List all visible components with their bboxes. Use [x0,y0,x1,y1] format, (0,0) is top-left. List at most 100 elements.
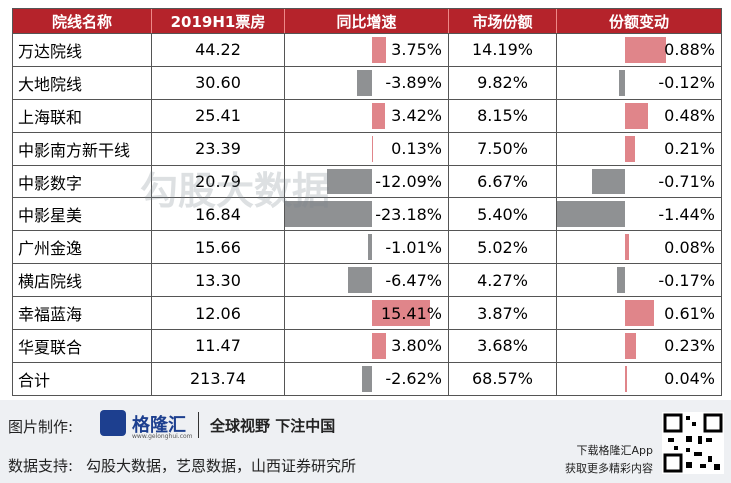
cell-text: 13.30 [195,270,241,290]
table-row: 中影数字 20.79 -12.09% 6.67% -0.71% [13,165,721,199]
cell-text: 0.88% [664,40,715,60]
data-bar [372,300,430,327]
data-bar [625,37,667,63]
table-cell: 大地院线 [13,67,151,99]
table-cell: 3.42% [284,99,448,132]
table-cell: 9.82% [448,66,556,99]
cell-text: 6.67% [477,172,528,191]
table: 院线名称 2019H1票房 同比增速 市场份额 份额变动万达院线 44.22 3.75% 14… [12,8,722,396]
made-by-label: 图片制作: [8,418,74,436]
table-cell: 3.68% [448,330,556,362]
table-cell: 68.57% [448,362,556,395]
table-cell: 3.75% [284,34,448,66]
watermark: 勾股大数据 [140,169,331,213]
table-cell: -1.44% [556,198,721,231]
cell-text: -12.09% [375,172,442,191]
app-line1: 下载格隆汇App [576,444,654,457]
table-cell: 中影数字 [13,166,151,198]
data-bar [619,69,625,96]
header-cell: 同比增速 [284,9,448,33]
table-cell: 万达院线 [13,34,151,66]
table-cell: -0.12% [556,66,721,99]
table-cell: 11.47 [151,330,284,362]
table-cell: -0.71% [556,165,721,198]
cell-text: 12.06 [195,303,241,323]
data-bar [347,267,372,294]
app-line2: 获取更多精彩内容 [565,462,653,475]
cell-text: 万达院线 [18,41,83,61]
table-row: 中影南方新干线 23.39 0.13% 7.50% 0.21% [13,132,721,166]
slogan: 全球视野 下注中国 [210,417,336,435]
cell-text: 7.50% [477,139,528,159]
cell-text: 3.87% [477,303,528,323]
cell-text: 14.19% [471,40,533,60]
table-cell: 3.80% [284,330,448,362]
header-cell: 市场份额 [448,9,556,33]
data-bar [625,234,629,261]
cell-text: 68.57% [471,369,533,389]
cell-text: 15.41% [380,303,442,323]
footer: 图片制作: 格隆汇 www.gelonghui.com 全球视野 下注中国 数据… [0,400,731,483]
cell-text: 16.84 [195,204,241,224]
cell-text: 幸福蓝海 [18,305,83,325]
cell-text: -0.12% [658,73,715,93]
data-bar [372,333,387,359]
divider [198,412,199,438]
header-cell: 院线名称 [51,12,112,31]
data-bar [357,69,372,96]
table-cell: 中影星美 [13,198,151,230]
cell-text: 5.40% [477,204,528,224]
cell-text: -1.44% [658,204,715,224]
table-row: 合计 213.74 -2.62% 68.57% 0.04% [13,362,721,396]
table-row: 横店院线 13.30 -6.47% 4.27% -0.17% [13,264,721,298]
table-cell: 6.67% [448,165,556,198]
table-cell: -1.01% [284,231,448,264]
table-cell: 0.48% [556,99,721,132]
cell-text: 15.66 [195,237,241,257]
cell-text: 5.02% [477,237,528,257]
cell-text: -6.47% [385,270,442,290]
data-bar [368,234,372,261]
cell-text: 20.79 [195,172,241,191]
table-cell: 幸福蓝海 [13,297,151,329]
table-cell: -6.47% [284,264,448,297]
table-row: 华夏联合 11.47 3.80% 3.68% 0.23% [13,330,721,363]
table-cell: 合计 [13,363,151,395]
table-cell: 44.22 [151,34,284,66]
table-cell: 5.40% [448,198,556,231]
table-cell: 3.87% [448,297,556,330]
table-cell: 广州金逸 [13,231,151,263]
data-bar [326,168,372,195]
data-bar [372,37,387,63]
table-cell: 13.30 [151,264,284,297]
logo-sub: www.gelonghui.com [132,433,193,440]
table-cell: 12.06 [151,297,284,330]
header-cell: 2019H1票房 [151,9,284,33]
cell-text: 广州金逸 [18,239,83,259]
data-bar [625,365,627,392]
table-row: 上海联和 25.41 3.42% 8.15% 0.48% [13,99,721,133]
table-row: 广州金逸 15.66 -1.01% 5.02% 0.08% [13,231,721,265]
table-cell: -3.89% [284,66,448,99]
logo-icon [100,410,126,436]
data-bar [362,365,372,392]
cell-text: 9.82% [477,73,528,93]
cell-text: 213.74 [190,369,246,389]
qr-code [662,412,724,474]
table-cell: 上海联和 [13,100,151,132]
cell-text: 合计 [18,370,51,390]
cell-text: -1.01% [385,237,442,257]
table-cell: 5.02% [448,231,556,264]
cell-text: 横店院线 [18,272,83,292]
cell-text: 11.47 [195,336,241,356]
table-cell: 0.13% [284,132,448,165]
cell-text: 0.13% [391,139,442,159]
table-cell: 4.27% [448,264,556,297]
source-label: 数据支持: [8,457,74,475]
header-cell: 份额变动 [556,9,721,33]
cell-text: 中影南方新干线 [18,140,131,160]
cell-text: 0.04% [664,369,715,389]
table-cell: 华夏联合 [13,330,151,362]
cell-text: 0.61% [664,303,715,323]
